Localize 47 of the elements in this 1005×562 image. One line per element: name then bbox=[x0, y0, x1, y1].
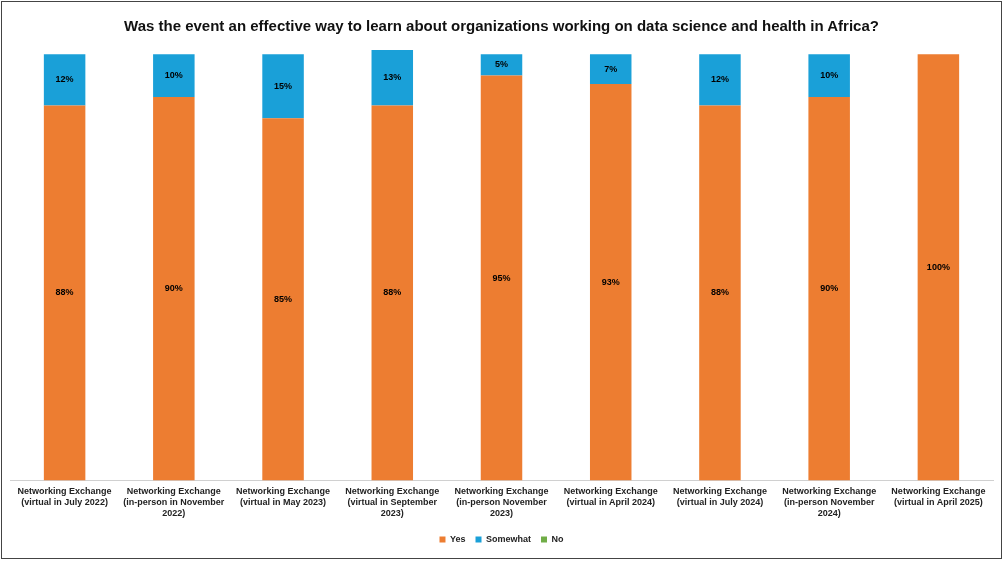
bar bbox=[371, 105, 414, 481]
bar bbox=[371, 50, 414, 106]
data-label: 93% bbox=[601, 276, 620, 287]
data-label: 12% bbox=[710, 74, 729, 85]
data-label: 15% bbox=[274, 80, 293, 91]
bar bbox=[153, 96, 195, 481]
data-label: 88% bbox=[55, 287, 74, 298]
bar bbox=[480, 75, 523, 481]
data-label: 10% bbox=[820, 70, 839, 81]
bar bbox=[480, 54, 523, 76]
x-tick-label: Networking Exchange (virtual in April 2024) bbox=[563, 486, 658, 508]
bar bbox=[917, 54, 960, 481]
bar bbox=[808, 96, 850, 481]
legend-label: Yes bbox=[449, 533, 466, 544]
x-tick-label: Networking Exchange (in-person November 2024) bbox=[782, 486, 877, 519]
bar bbox=[699, 105, 741, 481]
x-tick-label: Networking Exchange (virtual in July 2024) bbox=[672, 486, 767, 508]
x-tick-label: Networking Exchange (virtual in September 2023) bbox=[345, 486, 440, 519]
bar bbox=[589, 84, 632, 481]
data-label: 10% bbox=[164, 70, 183, 81]
bar bbox=[808, 54, 850, 97]
x-tick-label: Networking Exchange (virtual in July 2022) bbox=[17, 486, 112, 508]
bar bbox=[153, 54, 195, 97]
data-label: 13% bbox=[383, 72, 402, 83]
legend-label: No bbox=[551, 533, 565, 544]
data-label: 90% bbox=[164, 283, 183, 294]
data-label: 12% bbox=[55, 74, 74, 85]
data-label: 85% bbox=[274, 293, 293, 304]
data-label: 95% bbox=[492, 272, 511, 283]
bar bbox=[589, 54, 632, 85]
x-tick-label: Networking Exchange (virtual in May 2023) bbox=[236, 486, 331, 508]
chart-title: Was the event an effective way to learn about organizations working on data science and health in Africa? bbox=[124, 17, 879, 35]
x-tick-label: Networking Exchange (in-person November 2023) bbox=[454, 486, 549, 519]
data-label: 5% bbox=[494, 59, 509, 70]
bar bbox=[699, 54, 741, 106]
data-label: 7% bbox=[604, 63, 618, 74]
bar bbox=[43, 54, 86, 106]
data-label: 90% bbox=[820, 283, 839, 294]
data-label: 88% bbox=[710, 287, 729, 298]
bar bbox=[43, 105, 86, 481]
bar bbox=[262, 54, 304, 119]
data-label: 88% bbox=[383, 287, 402, 298]
data-label: 100% bbox=[926, 261, 950, 272]
legend-label: Somewhat bbox=[486, 533, 532, 544]
x-tick-label: Networking Exchange (virtual in April 2025) bbox=[891, 486, 986, 508]
bar bbox=[262, 118, 304, 481]
x-tick-label: Networking Exchange (in-person in November 2022) bbox=[123, 486, 225, 519]
